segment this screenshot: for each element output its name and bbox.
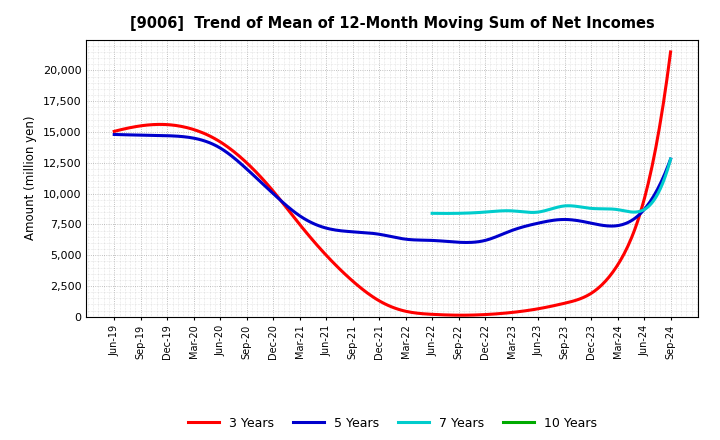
5 Years — [451, 239, 459, 245]
5 Years — [112, 132, 120, 137]
3 Years — [451, 312, 459, 318]
7 Years — [666, 157, 675, 162]
5 Years — [439, 238, 448, 244]
Line: 7 Years: 7 Years — [432, 159, 670, 213]
7 Years — [629, 209, 638, 215]
7 Years — [570, 204, 579, 209]
7 Years — [442, 211, 451, 216]
5 Years — [580, 219, 589, 224]
7 Years — [570, 203, 578, 209]
3 Years — [112, 128, 120, 133]
5 Years — [441, 238, 450, 244]
3 Years — [441, 312, 450, 318]
5 Years — [462, 240, 470, 245]
3 Years — [439, 312, 448, 318]
3 Years — [666, 49, 675, 55]
5 Years — [666, 157, 675, 162]
Y-axis label: Amount (million yen): Amount (million yen) — [24, 116, 37, 240]
7 Years — [575, 204, 583, 209]
5 Years — [110, 132, 119, 137]
3 Years — [110, 129, 119, 134]
7 Years — [428, 211, 437, 216]
Legend: 3 Years, 5 Years, 7 Years, 10 Years: 3 Years, 5 Years, 7 Years, 10 Years — [183, 412, 602, 435]
3 Years — [458, 312, 467, 318]
7 Years — [644, 203, 653, 209]
7 Years — [428, 211, 436, 216]
3 Years — [580, 294, 589, 299]
Title: [9006]  Trend of Mean of 12-Month Moving Sum of Net Incomes: [9006] Trend of Mean of 12-Month Moving … — [130, 16, 654, 32]
Line: 3 Years: 3 Years — [114, 52, 670, 315]
3 Years — [616, 258, 625, 263]
5 Years — [616, 223, 625, 228]
Line: 5 Years: 5 Years — [114, 135, 670, 242]
